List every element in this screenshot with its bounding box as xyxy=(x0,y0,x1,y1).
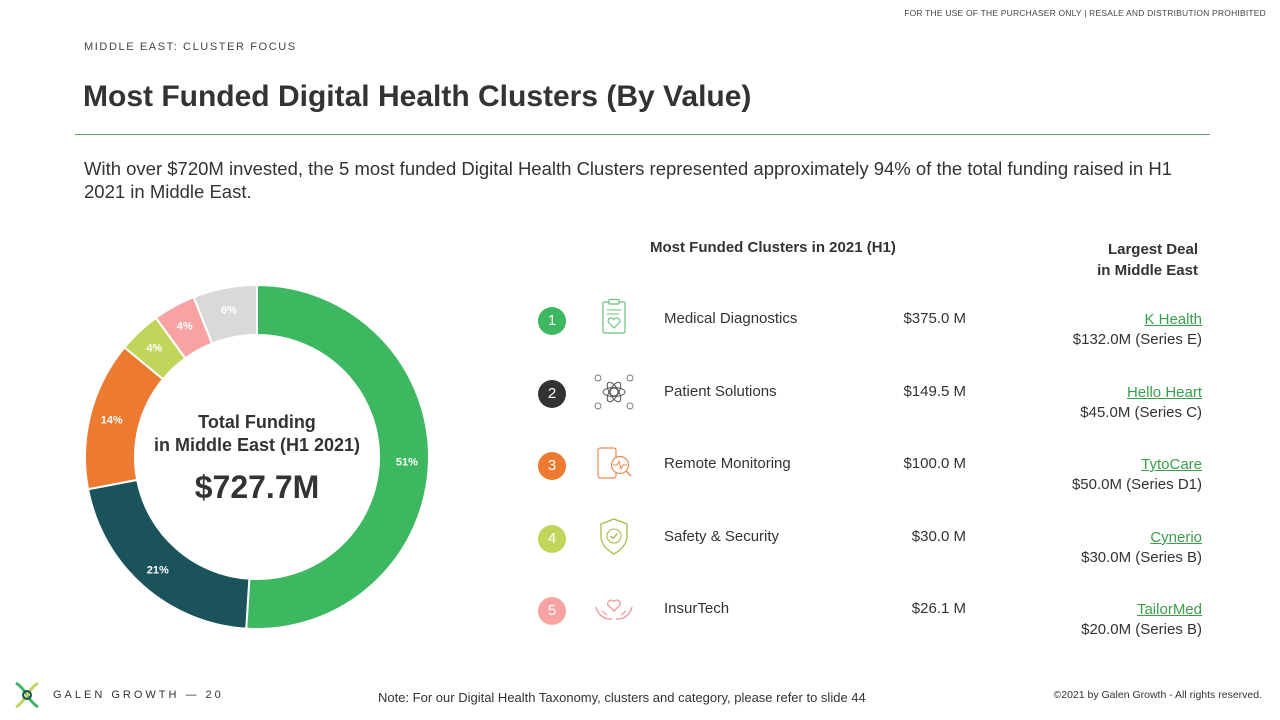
largest-deal-header-line2: in Middle East xyxy=(1097,262,1198,279)
cluster-name: Remote Monitoring xyxy=(664,455,791,472)
deal-company-link[interactable]: K Health xyxy=(1144,311,1202,328)
section-label: MIDDLE EAST: CLUSTER FOCUS xyxy=(84,41,297,53)
rank-badge: 5 xyxy=(538,597,566,625)
page-title: Most Funded Digital Health Clusters (By … xyxy=(83,80,752,113)
donut-slice-5 xyxy=(192,283,258,345)
center-label-line1: Total Funding xyxy=(198,412,316,432)
brand-page-number: GALEN GROWTH — 20 xyxy=(53,689,224,701)
phone-monitor-icon xyxy=(597,447,632,479)
deal-company-link[interactable]: Hello Heart xyxy=(1126,384,1202,401)
center-label-line2: in Middle East (H1 2021) xyxy=(153,435,361,455)
rank-badge: 4 xyxy=(538,525,566,553)
donut-label-0: 51% xyxy=(396,457,418,469)
copyright-text: ©2021 by Galen Growth - All rights reser… xyxy=(1053,689,1263,701)
cluster-row: 3 Remote Monitoring $100.0 M TytoCare $5… xyxy=(538,440,1208,500)
largest-deal: Hello Heart $45.0M (Series C) xyxy=(1018,383,1202,423)
cluster-amount: $26.1 M xyxy=(911,600,966,617)
rank-badge: 1 xyxy=(538,307,566,335)
deal-company-link[interactable]: TytoCare xyxy=(1141,456,1202,473)
cluster-row: 4 Safety & Security $30.0 M Cynerio $30.… xyxy=(538,513,1208,573)
total-funding-value: $727.7M xyxy=(194,469,320,505)
largest-deal: K Health $132.0M (Series E) xyxy=(1018,310,1202,350)
shield-check-icon xyxy=(600,518,628,555)
largest-deal: Cynerio $30.0M (Series B) xyxy=(1018,528,1202,568)
rank-badge: 3 xyxy=(538,452,566,480)
largest-deal-header-line1: Largest Deal xyxy=(1107,241,1198,258)
cluster-amount: $375.0 M xyxy=(903,310,966,327)
donut-label-4: 4% xyxy=(177,321,193,333)
deal-company-link[interactable]: TailorMed xyxy=(1136,601,1202,618)
largest-deal: TytoCare $50.0M (Series D1) xyxy=(1018,455,1202,495)
cluster-name: Patient Solutions xyxy=(664,383,777,400)
footer-note: Note: For our Digital Health Taxonomy, c… xyxy=(378,690,866,705)
cluster-row: 5 InsurTech $26.1 M TailorMed $20.0M (Se… xyxy=(538,585,1208,645)
largest-deal: TailorMed $20.0M (Series B) xyxy=(1018,600,1202,640)
summary-text: With over $720M invested, the 5 most fun… xyxy=(84,158,1172,202)
clusters-column-header: Most Funded Clusters in 2021 (H1) xyxy=(650,239,896,256)
galen-growth-logo xyxy=(15,681,39,709)
largest-deal-column-header: Largest Deal in Middle East xyxy=(1040,239,1198,281)
hands-heart-icon xyxy=(595,599,633,620)
cluster-name: Medical Diagnostics xyxy=(664,310,798,327)
deal-value: $45.0M (Series C) xyxy=(1080,404,1202,421)
deal-value: $132.0M (Series E) xyxy=(1072,331,1202,348)
cluster-name: Safety & Security xyxy=(664,528,780,545)
rank-badge: 2 xyxy=(538,380,566,408)
disclaimer-text: FOR THE USE OF THE PURCHASER ONLY | RESA… xyxy=(904,8,1266,18)
patient-network-icon xyxy=(594,374,634,410)
donut-slice-0 xyxy=(245,283,430,630)
deal-value: $50.0M (Series D1) xyxy=(1071,476,1202,493)
cluster-amount: $100.0 M xyxy=(903,455,966,472)
donut-label-2: 14% xyxy=(101,415,123,427)
cluster-name: InsurTech xyxy=(664,600,730,617)
donut-label-1: 21% xyxy=(147,565,169,577)
donut-label-5: 6% xyxy=(221,305,237,317)
deal-value: $30.0M (Series B) xyxy=(1081,549,1202,566)
clipboard-heart-icon xyxy=(602,298,626,334)
deal-company-link[interactable]: Cynerio xyxy=(1150,529,1202,546)
deal-value: $20.0M (Series B) xyxy=(1081,621,1202,638)
title-divider xyxy=(75,134,1210,135)
donut-label-3: 4% xyxy=(146,343,162,355)
funding-donut-chart: 51% 21% 14% 4% 4% 6% Total Funding in Middle … xyxy=(84,283,430,630)
cluster-amount: $149.5 M xyxy=(903,383,966,400)
donut-svg: 51% 21% 14% 4% 4% 6% xyxy=(84,283,430,630)
cluster-row: 2 Patient Solutions $149.5 M Hello Heart… xyxy=(538,368,1208,428)
cluster-amount: $30.0 M xyxy=(911,528,966,545)
cluster-row: 1 Medical Diagnostics $375.0 M K Health … xyxy=(538,295,1208,355)
